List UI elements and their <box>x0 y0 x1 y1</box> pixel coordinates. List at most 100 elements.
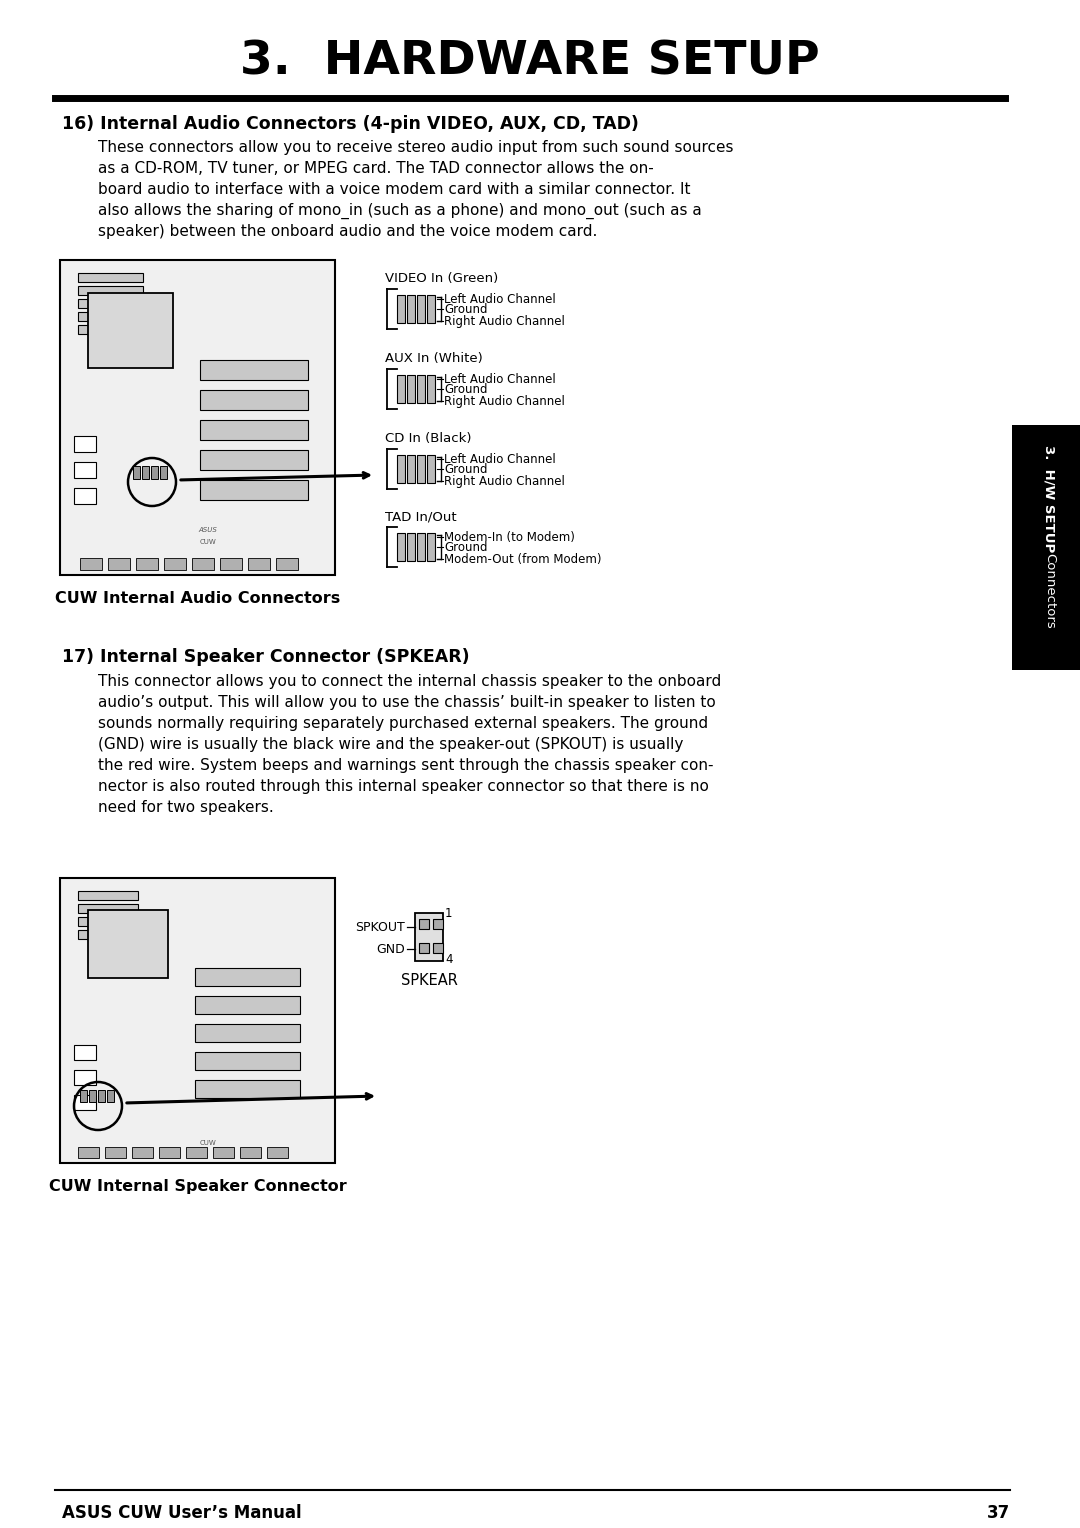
Bar <box>267 1148 288 1158</box>
Text: 37: 37 <box>987 1504 1010 1522</box>
Text: Ground: Ground <box>444 541 487 553</box>
Bar <box>78 931 138 940</box>
Text: Left Audio Channel: Left Audio Channel <box>444 292 556 306</box>
Bar <box>89 1089 96 1102</box>
Bar <box>195 969 300 986</box>
Bar <box>160 466 167 478</box>
Text: GND: GND <box>376 943 405 955</box>
Bar <box>78 286 143 295</box>
Text: as a CD-ROM, TV tuner, or MPEG card. The TAD connector allows the on-: as a CD-ROM, TV tuner, or MPEG card. The… <box>98 160 653 176</box>
Text: Ground: Ground <box>444 463 487 475</box>
Bar <box>407 374 415 403</box>
Bar <box>417 374 426 403</box>
Bar <box>78 325 143 335</box>
Bar <box>220 558 242 570</box>
Bar <box>427 533 435 561</box>
Text: AUX In (White): AUX In (White) <box>384 351 483 365</box>
Text: SPKOUT: SPKOUT <box>355 920 405 934</box>
Text: CUW: CUW <box>200 539 216 545</box>
Bar <box>417 455 426 483</box>
Text: Modem-Out (from Modem): Modem-Out (from Modem) <box>444 553 602 565</box>
Text: CUW Internal Audio Connectors: CUW Internal Audio Connectors <box>55 591 340 607</box>
Bar <box>397 295 405 322</box>
Text: 3.  H/W SETUP: 3. H/W SETUP <box>1043 445 1056 553</box>
Bar <box>200 451 308 471</box>
Text: VIDEO In (Green): VIDEO In (Green) <box>384 272 498 286</box>
Bar <box>195 1024 300 1042</box>
Bar <box>151 466 158 478</box>
Bar <box>397 374 405 403</box>
Bar <box>407 533 415 561</box>
Bar <box>78 891 138 900</box>
Bar <box>80 1089 87 1102</box>
Text: Modem-In (to Modem): Modem-In (to Modem) <box>444 530 575 544</box>
Text: 16) Internal Audio Connectors (4-pin VIDEO, AUX, CD, TAD): 16) Internal Audio Connectors (4-pin VID… <box>62 115 639 133</box>
Bar <box>159 1148 180 1158</box>
Bar <box>75 435 96 452</box>
Bar <box>397 455 405 483</box>
Bar <box>200 361 308 380</box>
Bar <box>132 1148 153 1158</box>
Text: 3.  HARDWARE SETUP: 3. HARDWARE SETUP <box>240 40 820 84</box>
Bar <box>407 455 415 483</box>
Bar <box>427 295 435 322</box>
Bar <box>427 455 435 483</box>
Bar <box>248 558 270 570</box>
Text: audio’s output. This will allow you to use the chassis’ built-in speaker to list: audio’s output. This will allow you to u… <box>98 695 716 711</box>
Text: CUW: CUW <box>200 1140 216 1146</box>
Bar <box>75 1070 96 1085</box>
Bar <box>78 917 138 926</box>
Text: Ground: Ground <box>444 382 487 396</box>
Bar <box>133 466 140 478</box>
Bar <box>415 914 443 961</box>
Bar <box>78 312 143 321</box>
Bar <box>80 558 102 570</box>
Bar <box>195 1080 300 1099</box>
Bar <box>105 1148 126 1158</box>
Bar <box>417 533 426 561</box>
Bar <box>75 487 96 504</box>
Text: This connector allows you to connect the internal chassis speaker to the onboard: This connector allows you to connect the… <box>98 674 721 689</box>
Bar <box>200 390 308 410</box>
Bar <box>417 295 426 322</box>
Bar <box>419 943 429 953</box>
Bar <box>419 918 429 929</box>
Text: nector is also routed through this internal speaker connector so that there is n: nector is also routed through this inter… <box>98 779 708 795</box>
Bar <box>276 558 298 570</box>
Text: Left Audio Channel: Left Audio Channel <box>444 373 556 385</box>
Text: These connectors allow you to receive stereo audio input from such sound sources: These connectors allow you to receive st… <box>98 141 733 154</box>
Text: Right Audio Channel: Right Audio Channel <box>444 475 565 487</box>
Bar <box>213 1148 234 1158</box>
Bar <box>98 1089 105 1102</box>
Text: the red wire. System beeps and warnings sent through the chassis speaker con-: the red wire. System beeps and warnings … <box>98 758 714 773</box>
Text: Right Audio Channel: Right Audio Channel <box>444 315 565 327</box>
Bar <box>78 1148 99 1158</box>
Text: 1: 1 <box>445 908 453 920</box>
Bar <box>433 918 443 929</box>
Text: need for two speakers.: need for two speakers. <box>98 801 273 814</box>
Bar <box>78 905 138 914</box>
Text: speaker) between the onboard audio and the voice modem card.: speaker) between the onboard audio and t… <box>98 225 597 238</box>
Text: Left Audio Channel: Left Audio Channel <box>444 452 556 466</box>
Bar <box>75 1045 96 1060</box>
Text: Connectors: Connectors <box>1043 553 1056 628</box>
Bar <box>192 558 214 570</box>
Bar <box>87 293 173 368</box>
Bar <box>141 466 149 478</box>
Text: 4: 4 <box>445 952 453 966</box>
Bar <box>240 1148 261 1158</box>
Bar <box>164 558 186 570</box>
Bar <box>107 1089 114 1102</box>
Bar <box>200 480 308 500</box>
Text: SPKEAR: SPKEAR <box>401 973 458 989</box>
Text: board audio to interface with a voice modem card with a similar connector. It: board audio to interface with a voice mo… <box>98 182 690 197</box>
Bar <box>397 533 405 561</box>
Bar <box>75 461 96 478</box>
Text: Right Audio Channel: Right Audio Channel <box>444 394 565 408</box>
Bar <box>108 558 130 570</box>
Text: also allows the sharing of mono_in (such as a phone) and mono_out (such as a: also allows the sharing of mono_in (such… <box>98 203 702 219</box>
Text: CD In (Black): CD In (Black) <box>384 432 472 445</box>
Bar <box>195 996 300 1015</box>
Bar <box>87 911 168 978</box>
Bar <box>60 879 335 1163</box>
